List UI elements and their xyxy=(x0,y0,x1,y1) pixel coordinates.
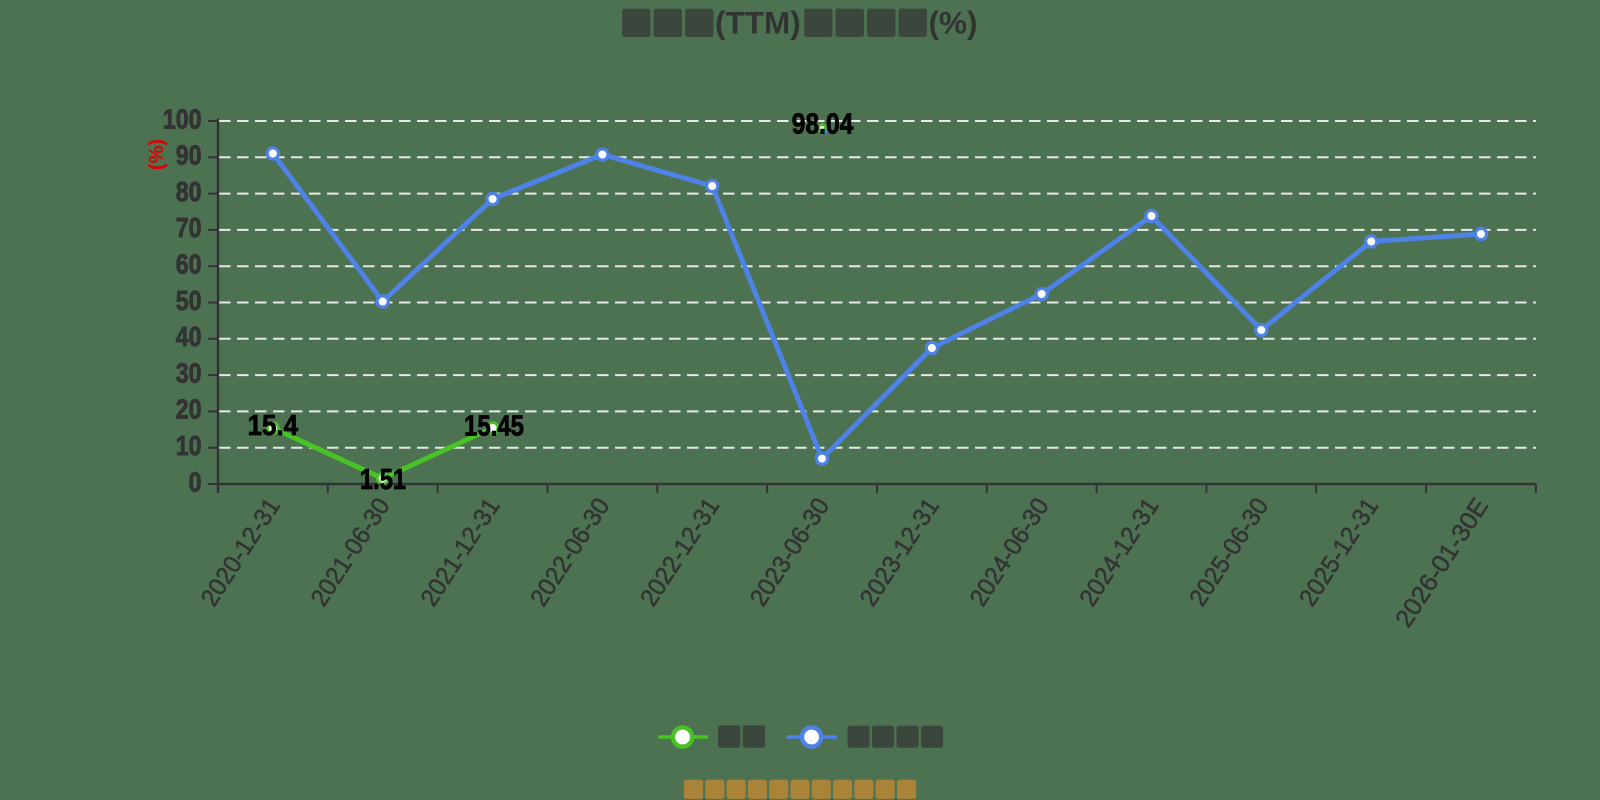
svg-text:(%): (%) xyxy=(929,5,978,41)
svg-text:30: 30 xyxy=(176,357,202,388)
svg-text:10: 10 xyxy=(176,430,202,461)
svg-text:50: 50 xyxy=(176,285,202,316)
svg-text:40: 40 xyxy=(176,321,202,352)
svg-text:90: 90 xyxy=(176,140,202,171)
svg-text:98.04: 98.04 xyxy=(792,109,854,141)
svg-text:100: 100 xyxy=(163,103,202,134)
svg-text:1.51: 1.51 xyxy=(360,464,406,496)
svg-text:60: 60 xyxy=(176,249,202,280)
svg-text:0: 0 xyxy=(189,466,202,497)
svg-text:(%): (%) xyxy=(146,139,168,170)
svg-text:(TTM): (TTM) xyxy=(715,5,801,41)
svg-text:70: 70 xyxy=(176,212,202,243)
svg-text:15.45: 15.45 xyxy=(464,411,524,443)
svg-text:15.4: 15.4 xyxy=(248,410,299,442)
svg-text:20: 20 xyxy=(176,394,202,425)
svg-text:80: 80 xyxy=(176,176,202,207)
